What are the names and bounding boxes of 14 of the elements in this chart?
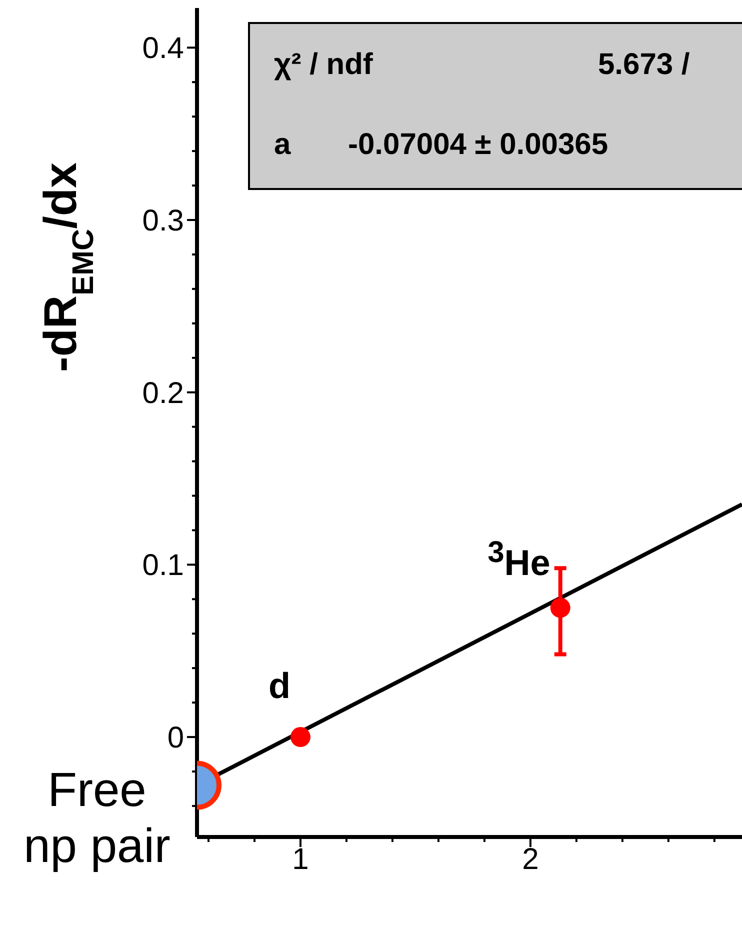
x-tick-label: 1 xyxy=(292,843,309,876)
y-tick-label: 0.4 xyxy=(142,32,184,66)
annotation: 5.673 / xyxy=(598,48,690,82)
y-tick-label: 0.3 xyxy=(142,204,184,238)
annotation: Free np pair xyxy=(22,763,172,876)
annotation: d xyxy=(267,665,290,708)
y-tick-label: 0 xyxy=(167,722,184,755)
annotation: a xyxy=(274,128,291,162)
annotation: $^{3}$He xyxy=(486,536,550,584)
x-tick-label: 2 xyxy=(522,843,539,876)
y-tick-label: 0.1 xyxy=(142,549,184,582)
y-tick-label: 0.2 xyxy=(142,376,184,410)
annotation: χ² / ndf xyxy=(274,48,373,82)
annotation: -0.07004 ± 0.00365 xyxy=(348,128,608,162)
